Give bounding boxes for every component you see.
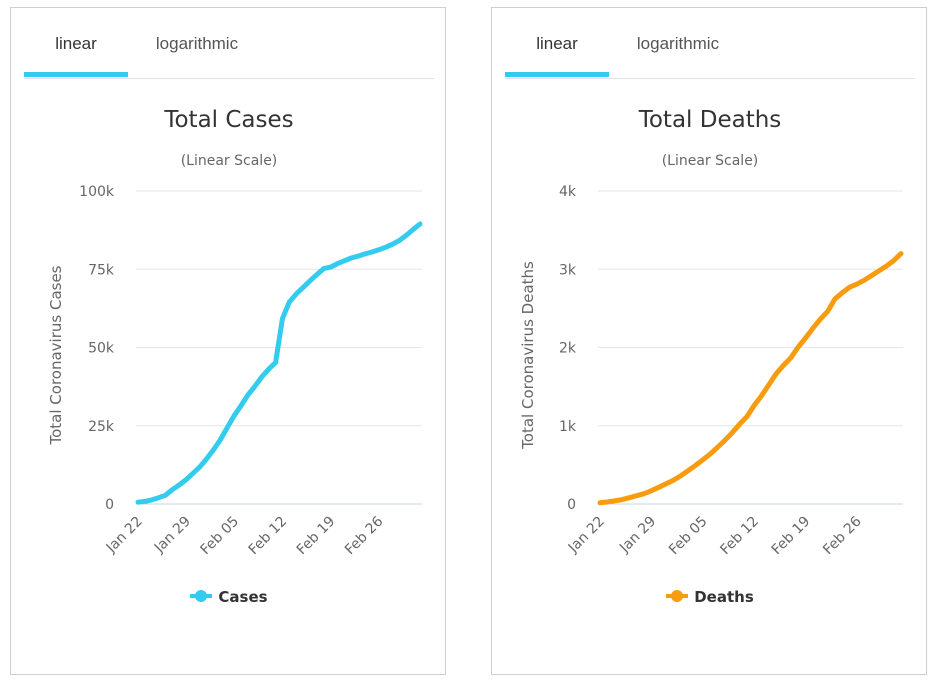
y-tick-label: 75k bbox=[88, 262, 115, 278]
y-tick-label: 100k bbox=[79, 184, 115, 200]
active-tab-indicator bbox=[505, 72, 609, 77]
y-tick-label: 4k bbox=[559, 184, 577, 200]
x-tick-label: Feb 05 bbox=[666, 514, 711, 559]
legend-marker-icon bbox=[666, 589, 689, 602]
chart-title: Total Deaths bbox=[638, 107, 782, 133]
y-axis-label: Total Coronavirus Deaths bbox=[519, 261, 537, 450]
cases-chart: Total Cases (Linear Scale) Total Coronav… bbox=[47, 107, 423, 559]
y-axis-label: Total Coronavirus Cases bbox=[47, 265, 65, 445]
legend-marker-icon bbox=[190, 589, 213, 602]
x-tick-label: Feb 26 bbox=[820, 513, 865, 558]
tab-linear[interactable]: linear bbox=[536, 34, 578, 53]
chart-subtitle: (Linear Scale) bbox=[181, 153, 278, 169]
y-tick-label: 0 bbox=[567, 497, 576, 513]
active-tab-indicator bbox=[24, 72, 128, 77]
x-tick-label: Jan 22 bbox=[565, 514, 608, 557]
x-tick-label: Jan 29 bbox=[616, 514, 659, 557]
y-tick-label: 2k bbox=[559, 341, 577, 357]
legend-label: Deaths bbox=[694, 588, 754, 606]
chart-subtitle: (Linear Scale) bbox=[662, 153, 759, 169]
deaths-chart-panel: linear logarithmic Total Deaths (Linear … bbox=[491, 7, 927, 675]
x-tick-label: Feb 12 bbox=[246, 514, 291, 559]
x-tick-label: Feb 19 bbox=[294, 514, 339, 559]
y-tick-label: 1k bbox=[559, 419, 577, 435]
tab-logarithmic[interactable]: logarithmic bbox=[155, 34, 239, 53]
series-line-cases[interactable] bbox=[135, 221, 423, 505]
cases-chart-panel: linear logarithmic Total Cases (Linear S… bbox=[10, 7, 446, 675]
tab-logarithmic[interactable]: logarithmic bbox=[636, 34, 720, 53]
x-tick-label: Feb 12 bbox=[717, 514, 762, 559]
x-tick-label: Jan 22 bbox=[103, 514, 146, 557]
legend-item-deaths[interactable]: Deaths bbox=[492, 588, 928, 606]
chart-title: Total Cases bbox=[163, 107, 293, 133]
y-tick-label: 3k bbox=[559, 262, 577, 278]
scale-tabs: linear logarithmic bbox=[505, 8, 915, 79]
x-tick-label: Feb 26 bbox=[342, 513, 387, 558]
deaths-chart: Total Deaths (Linear Scale) Total Corona… bbox=[519, 107, 904, 559]
x-tick-label: Feb 05 bbox=[198, 514, 243, 559]
x-tick-label: Jan 29 bbox=[151, 514, 194, 557]
series-line-deaths[interactable] bbox=[597, 251, 904, 506]
y-tick-label: 50k bbox=[88, 341, 115, 357]
scale-tabs: linear logarithmic bbox=[24, 8, 434, 79]
x-tick-label: Feb 19 bbox=[769, 514, 814, 559]
legend-item-cases[interactable]: Cases bbox=[11, 588, 447, 606]
y-tick-label: 0 bbox=[105, 497, 114, 513]
y-tick-label: 25k bbox=[88, 419, 115, 435]
legend-label: Cases bbox=[218, 588, 268, 606]
tab-linear[interactable]: linear bbox=[55, 34, 97, 53]
